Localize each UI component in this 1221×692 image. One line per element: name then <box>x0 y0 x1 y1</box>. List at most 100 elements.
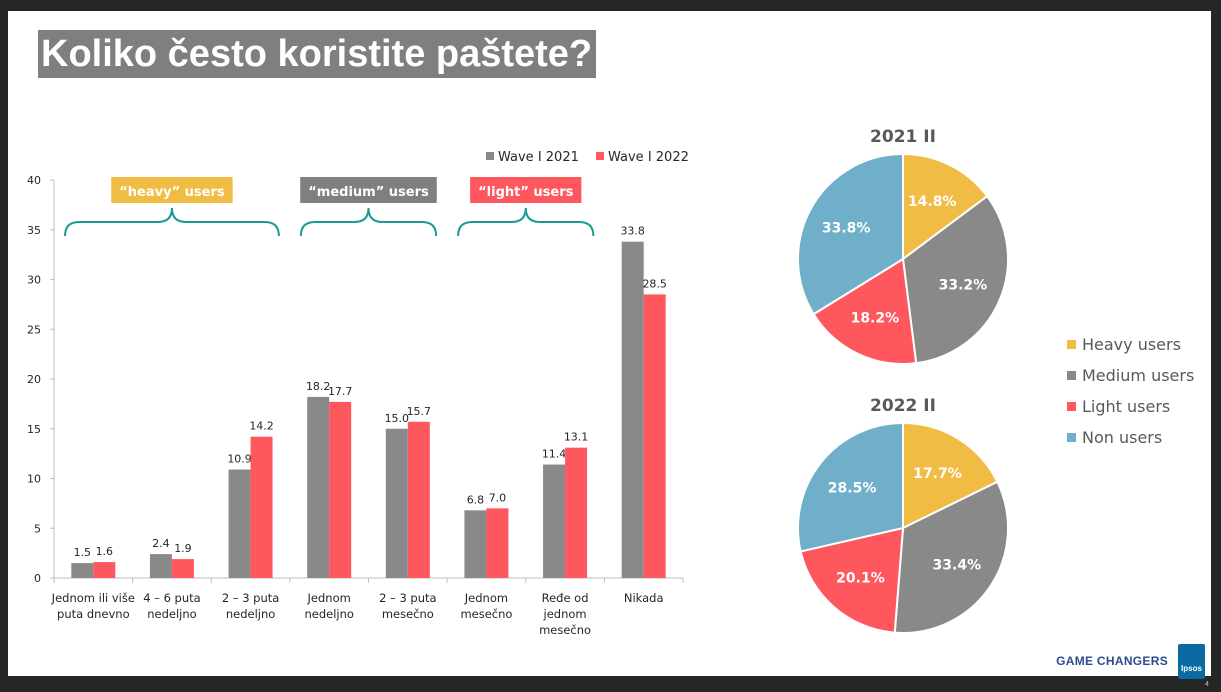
group-brace <box>457 207 595 237</box>
pie-label: 28.5% <box>828 480 877 496</box>
svg-text:“heavy” users: “heavy” users <box>119 185 225 200</box>
data-label: 10.9 <box>227 453 252 466</box>
category-label: 2 – 3 puta <box>379 591 437 605</box>
data-label: 28.5 <box>642 277 667 290</box>
pie-label: 18.2% <box>851 311 900 327</box>
data-label: 2.4 <box>152 537 170 550</box>
pie-label: 20.1% <box>836 570 885 586</box>
pie-slice <box>797 421 904 553</box>
data-label: 14.2 <box>249 420 274 433</box>
category-label: mesečno <box>539 623 591 637</box>
y-tick-label: 20 <box>27 373 41 386</box>
pie-chart-2021: 2021 II 14.8% 33.2% 18.2% 33.8% <box>797 127 1009 365</box>
bar <box>149 554 172 578</box>
bar <box>407 421 430 578</box>
pie-slice <box>902 152 989 261</box>
group-brace <box>64 207 280 237</box>
pie-slice <box>902 421 999 530</box>
group-label: “heavy” users <box>111 177 233 203</box>
bar <box>329 401 352 578</box>
svg-text:“light” users: “light” users <box>478 185 574 200</box>
bar <box>385 428 408 578</box>
y-tick-label: 35 <box>27 224 41 237</box>
pie-label: 14.8% <box>908 194 957 210</box>
legend-label: Light users <box>1082 397 1170 416</box>
data-label: 13.1 <box>564 431 589 444</box>
brand-text: GAME CHANGERS <box>1056 654 1168 668</box>
y-tick-label: 10 <box>27 473 41 486</box>
data-label: 1.9 <box>174 542 192 555</box>
bar <box>565 447 588 578</box>
ipsos-logo: Ipsos <box>1178 644 1205 679</box>
y-tick-label: 40 <box>27 174 41 187</box>
group-label: “medium” users <box>300 177 437 203</box>
bar <box>307 396 330 578</box>
group-brace <box>299 207 438 237</box>
category-label: 4 – 6 puta <box>143 591 201 605</box>
pie-label: 33.8% <box>822 220 871 236</box>
legend-swatch <box>596 152 604 160</box>
bar <box>171 559 194 578</box>
category-label: jednom <box>543 607 587 621</box>
category-label: Jednom ili više <box>51 591 135 605</box>
bar <box>228 469 251 578</box>
page-number: 4 <box>1205 681 1209 688</box>
pie-label: 33.2% <box>939 277 988 293</box>
bar <box>464 510 487 578</box>
category-label: puta dnevno <box>57 607 130 621</box>
category-label: Ređe od <box>542 591 589 605</box>
pie-slice <box>812 257 918 365</box>
group-label: “light” users <box>470 177 582 203</box>
category-label: mesečno <box>382 607 434 621</box>
bar <box>486 508 509 578</box>
data-label: 6.8 <box>467 493 485 506</box>
legend-swatch <box>1067 371 1076 380</box>
pie-slice <box>893 480 1009 634</box>
bar <box>93 562 116 578</box>
legend-label: Wave I 2021 <box>498 150 579 165</box>
pie-chart-2022: 2022 II 17.7% 33.4% 20.1% 28.5% <box>797 396 1009 634</box>
legend-label: Wave I 2022 <box>608 150 689 165</box>
pie-title: 2021 II <box>870 127 936 147</box>
data-label: 33.8 <box>620 225 645 238</box>
category-label: nedeljno <box>226 607 275 621</box>
data-label: 1.6 <box>96 545 114 558</box>
bar <box>621 241 644 578</box>
pie-label: 17.7% <box>913 466 962 482</box>
category-label: nedeljno <box>304 607 353 621</box>
category-label: Jednom <box>307 591 351 605</box>
page-title: Koliko često koristite paštete? <box>38 30 597 78</box>
bar <box>71 563 94 578</box>
pie-legend: Heavy users Medium users Light users Non us… <box>1067 335 1194 447</box>
bar-chart: 0 5 10 15 20 25 30 35 40 1.5 1.6 Jednom ili više put… <box>27 150 689 637</box>
pie-title: 2022 II <box>870 396 936 416</box>
legend-label: Heavy users <box>1082 335 1181 354</box>
data-label: 7.0 <box>489 491 507 504</box>
legend-label: Medium users <box>1082 366 1194 385</box>
pie-slice <box>901 194 1009 365</box>
legend-swatch <box>1067 433 1076 442</box>
data-label: 1.5 <box>74 546 92 559</box>
legend-swatch <box>1067 402 1076 411</box>
data-label: 18.2 <box>306 380 331 393</box>
category-label: Nikada <box>624 591 664 605</box>
pie-slice <box>799 526 905 634</box>
y-tick-label: 25 <box>27 323 41 336</box>
legend-label: Non users <box>1082 428 1162 447</box>
data-label: 17.7 <box>328 385 353 398</box>
category-label: nedeljno <box>147 607 196 621</box>
bar <box>643 294 666 578</box>
category-label: Jednom <box>464 591 508 605</box>
y-tick-label: 30 <box>27 274 41 287</box>
data-label: 15.7 <box>407 405 432 418</box>
pie-label: 33.4% <box>933 558 982 574</box>
legend-swatch <box>486 152 494 160</box>
category-label: 2 – 3 puta <box>222 591 280 605</box>
y-tick-label: 0 <box>34 572 41 585</box>
svg-text:“medium” users: “medium” users <box>308 185 429 200</box>
slide: Koliko često koristite paštete? 0 5 10 15 20… <box>8 11 1211 679</box>
y-tick-label: 15 <box>27 423 41 436</box>
y-tick-label: 5 <box>34 522 41 535</box>
legend-swatch <box>1067 340 1076 349</box>
data-label: 15.0 <box>385 412 410 425</box>
